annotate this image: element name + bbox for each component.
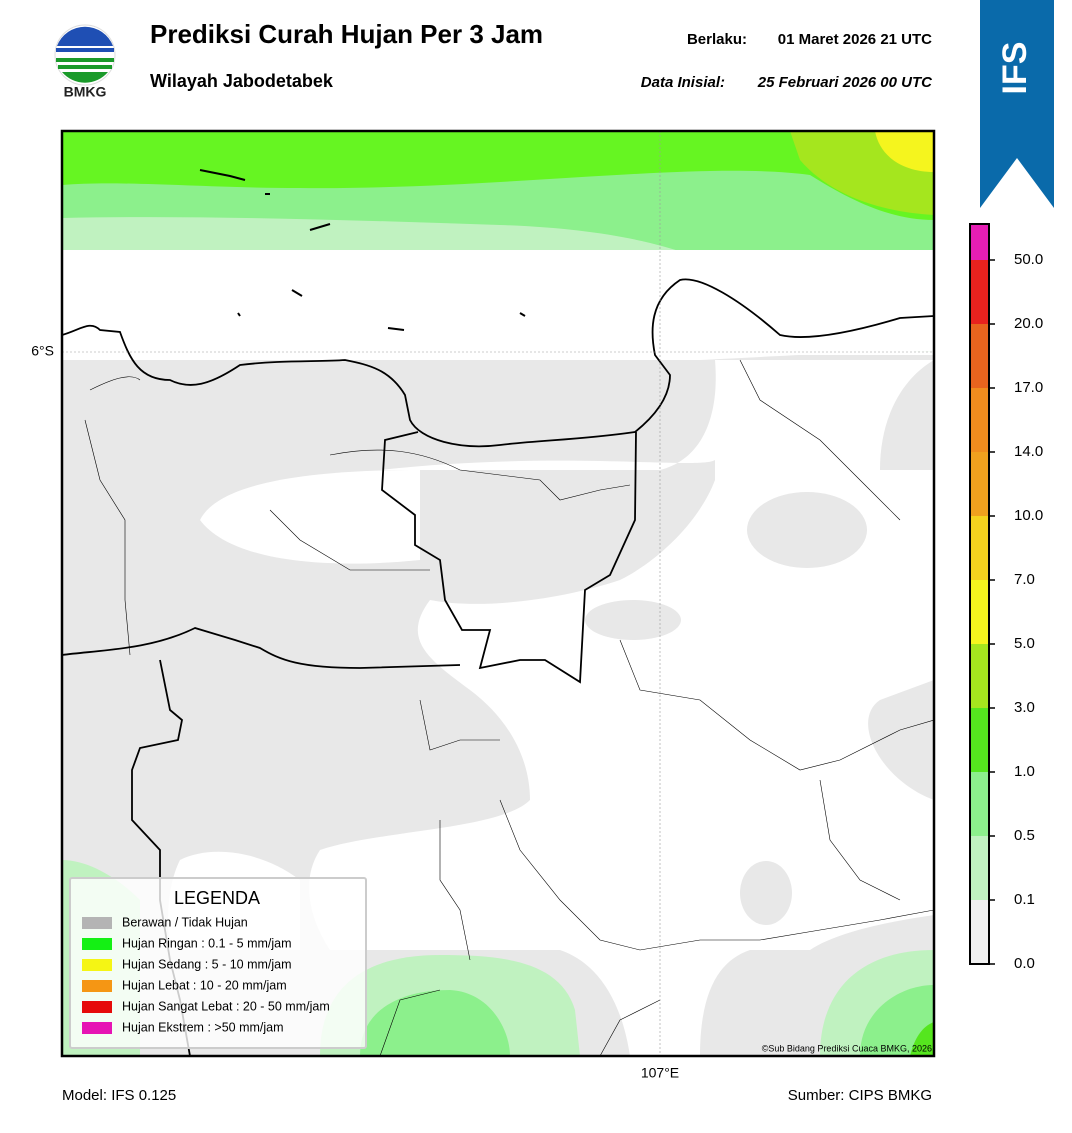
colorbar-tick-label: 10.0 xyxy=(1014,507,1043,524)
legend-swatch xyxy=(82,1022,112,1034)
legend-label: Hujan Lebat : 10 - 20 mm/jam xyxy=(122,978,287,992)
legend-label: Hujan Ekstrem : >50 mm/jam xyxy=(122,1020,284,1034)
model-badge xyxy=(980,0,1054,208)
lat-label: 6°S xyxy=(31,343,54,359)
colorbar-segment xyxy=(970,452,989,516)
colorbar-tick-label: 14.0 xyxy=(1014,443,1043,460)
copyright: ©Sub Bidang Prediksi Cuaca BMKG, 2026 xyxy=(762,1043,932,1053)
colorbar-tick-label: 17.0 xyxy=(1014,379,1043,396)
colorbar-tick-label: 1.0 xyxy=(1014,763,1035,780)
legend-swatch xyxy=(82,959,112,971)
valid-label: Berlaku: xyxy=(687,31,747,48)
valid-time: 01 Maret 2026 21 UTC xyxy=(778,31,932,48)
colorbar-segment xyxy=(970,772,989,836)
colorbar-segment xyxy=(970,836,989,900)
legend-label: Berawan / Tidak Hujan xyxy=(122,915,248,929)
colorbar-tick-label: 0.0 xyxy=(1014,955,1035,972)
legend-label: Hujan Sedang : 5 - 10 mm/jam xyxy=(122,957,292,971)
colorbar-segment xyxy=(970,708,989,772)
title: Prediksi Curah Hujan Per 3 Jam xyxy=(150,19,543,49)
colorbar-tick-label: 5.0 xyxy=(1014,635,1035,652)
init-label: Data Inisial: xyxy=(641,74,725,91)
colorbar-segment xyxy=(970,324,989,388)
legend-swatch xyxy=(82,1001,112,1013)
colorbar-segment xyxy=(970,516,989,580)
colorbar-tick-label: 7.0 xyxy=(1014,571,1035,588)
lon-label: 107°E xyxy=(641,1065,679,1081)
legend-swatch xyxy=(82,917,112,929)
colorbar-segment xyxy=(970,388,989,452)
colorbar-segment xyxy=(970,644,989,708)
legend-label: Hujan Ringan : 0.1 - 5 mm/jam xyxy=(122,936,292,950)
footer-source: Sumber: CIPS BMKG xyxy=(788,1087,932,1104)
colorbar-segment xyxy=(970,224,989,260)
footer-model: Model: IFS 0.125 xyxy=(62,1087,176,1104)
colorbar-tick-label: 20.0 xyxy=(1014,315,1043,332)
colorbar-tick-label: 50.0 xyxy=(1014,251,1043,268)
colorbar-segment xyxy=(970,900,989,964)
legend-swatch xyxy=(82,938,112,950)
legend-title: LEGENDA xyxy=(174,888,260,908)
bmkg-logo: BMKG xyxy=(54,24,116,100)
colorbar: 0.0 0.1 0.5 1.0 3.0 5.0 7.0 10.0 14.0 17.0 20.0 50.… xyxy=(969,223,1043,972)
subtitle: Wilayah Jabodetabek xyxy=(150,71,334,91)
colorbar-frame xyxy=(969,223,990,965)
map-frame xyxy=(60,129,936,1058)
map-area xyxy=(62,131,934,1056)
legend: LEGENDA Berawan / Tidak Hujan Hujan Ringa… xyxy=(69,877,367,1049)
init-time: 25 Februari 2026 00 UTC xyxy=(757,74,933,91)
legend-swatch xyxy=(82,980,112,992)
colorbar-segment xyxy=(970,260,989,324)
colorbar-tick-label: 0.1 xyxy=(1014,891,1035,908)
colorbar-tick-label: 3.0 xyxy=(1014,699,1035,716)
logo-text: BMKG xyxy=(64,84,107,100)
colorbar-segment xyxy=(970,580,989,644)
legend-label: Hujan Sangat Lebat : 20 - 50 mm/jam xyxy=(122,999,330,1013)
model-badge-text: IFS xyxy=(996,42,1034,95)
colorbar-tick-label: 0.5 xyxy=(1014,827,1035,844)
